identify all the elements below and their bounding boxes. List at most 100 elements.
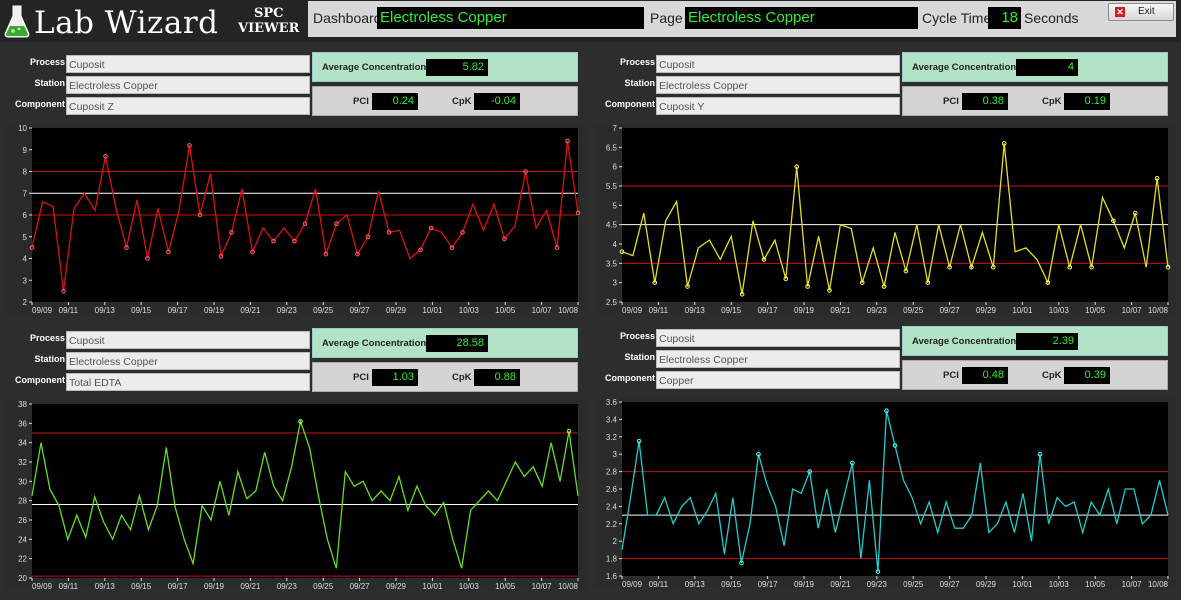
x-tick-label: 09/11 [59,582,79,590]
y-tick-label: 7 [23,189,28,198]
component-field[interactable]: Cuposit Z [66,97,310,115]
capability-box: PCI 1.03 CpK 0.88 [312,362,578,392]
dashboard-field[interactable]: Electroless Copper [377,7,644,29]
data-point [739,560,744,566]
data-point [990,264,996,270]
data-point [554,245,560,250]
data-point [365,234,371,240]
pci-label: PCI [943,96,959,107]
x-tick-label: 09/11 [649,580,669,588]
page-label: Page [650,10,683,26]
data-point [355,251,360,257]
x-tick-label: 09/09 [32,582,53,590]
x-tick-label: 09/19 [794,580,815,588]
x-tick-label: 09/27 [940,580,961,588]
station-row: Station Electroless Copper [10,352,310,370]
y-tick-label: 4 [23,255,28,264]
exit-button[interactable]: ✕ Exit [1108,3,1174,21]
component-field[interactable]: Copper [656,371,900,389]
x-tick-label: 09/25 [313,582,334,590]
cycle-time-field[interactable]: 18 [988,7,1021,29]
data-point [636,438,642,444]
cycle-time-unit: Seconds [1024,10,1079,26]
component-field[interactable]: Total EDTA [66,373,310,391]
component-label: Component [605,99,655,109]
data-point [229,230,234,235]
data-point [428,225,434,231]
process-label: Process [619,331,655,341]
data-point [756,451,761,457]
component-label: Component [605,373,655,383]
data-point [850,460,855,466]
data-point [460,230,465,235]
x-tick-label: 09/21 [830,580,851,588]
station-field[interactable]: Electroless Copper [66,352,310,370]
component-field[interactable]: Cuposit Y [656,97,900,115]
data-point [884,408,889,413]
process-label: Process [29,333,65,343]
y-tick-label: 5 [23,233,28,242]
x-tick-label: 09/15 [131,306,152,314]
process-field[interactable]: Cuposit [66,331,310,349]
data-series-line [31,140,579,292]
pci-label: PCI [353,372,369,383]
data-point [1037,451,1043,457]
x-tick-label: 09/21 [240,582,261,590]
x-tick-label: 10/07 [532,582,553,590]
process-field[interactable]: Cuposit [66,55,310,73]
data-point [619,249,625,255]
station-row: Station Electroless Copper [600,76,900,94]
x-tick-label: 09/19 [204,582,225,590]
x-tick-label: 09/21 [240,306,261,314]
y-tick-label: 2.8 [606,468,618,477]
x-tick-label: 09/09 [32,306,53,314]
x-tick-label: 10/01 [422,582,443,590]
x-tick-label: 09/17 [168,306,189,314]
y-tick-label: 5.5 [606,182,618,191]
x-tick-label: 09/13 [95,582,116,590]
station-field[interactable]: Electroless Copper [66,76,310,94]
pci-label: PCI [943,370,959,381]
x-tick-label: 09/11 [59,306,79,314]
process-info: Process Cuposit Station Electroless Copp… [600,326,900,393]
exit-button-label: Exit [1138,6,1155,17]
capability-box: PCI 0.48 CpK 0.39 [902,360,1168,390]
y-tick-label: 1.8 [606,555,618,564]
plot-area [32,404,578,578]
data-point [1132,210,1138,216]
cpk-value: -0.04 [474,93,520,110]
process-field[interactable]: Cuposit [656,55,900,73]
process-field[interactable]: Cuposit [656,329,900,347]
dashboard-label: Dashboard [313,10,382,26]
data-point [827,288,832,293]
data-point [502,236,507,242]
data-point [187,143,192,148]
data-point [566,428,572,434]
x-tick-label: 09/15 [721,306,742,314]
station-field[interactable]: Electroless Copper [656,76,900,94]
x-tick-label: 10/03 [459,306,480,314]
data-point [61,288,66,294]
component-label: Component [15,375,65,385]
plot-area [622,128,1168,302]
station-field[interactable]: Electroless Copper [656,350,900,368]
x-tick-label: 09/25 [903,580,924,588]
x-tick-label: 10/03 [1049,580,1070,588]
data-point [103,153,108,159]
app-subtitle-line2: VIEWER [238,21,300,36]
data-point [29,245,35,250]
y-tick-label: 36 [18,419,27,428]
x-tick-label: 10/07 [532,306,553,314]
control-chart: 1.6 1.8 2 2.2 2.4 2.6 2.8 3 3.2 3.4 3.6 09/09 09/11 0… [595,398,1177,588]
data-point [652,280,658,285]
data-series-line [621,410,1169,572]
app-subtitle: SPC VIEWER [238,6,299,36]
x-tick-label: 10/08 [1148,306,1169,314]
page-field[interactable]: Electroless Copper [685,7,918,29]
y-tick-label: 7 [613,124,618,133]
station-label: Station [34,78,66,88]
cpk-label: CpK [1042,370,1062,381]
y-tick-label: 6 [613,163,618,172]
data-point [218,254,224,259]
capability-box: PCI 0.24 CpK -0.04 [312,86,578,116]
